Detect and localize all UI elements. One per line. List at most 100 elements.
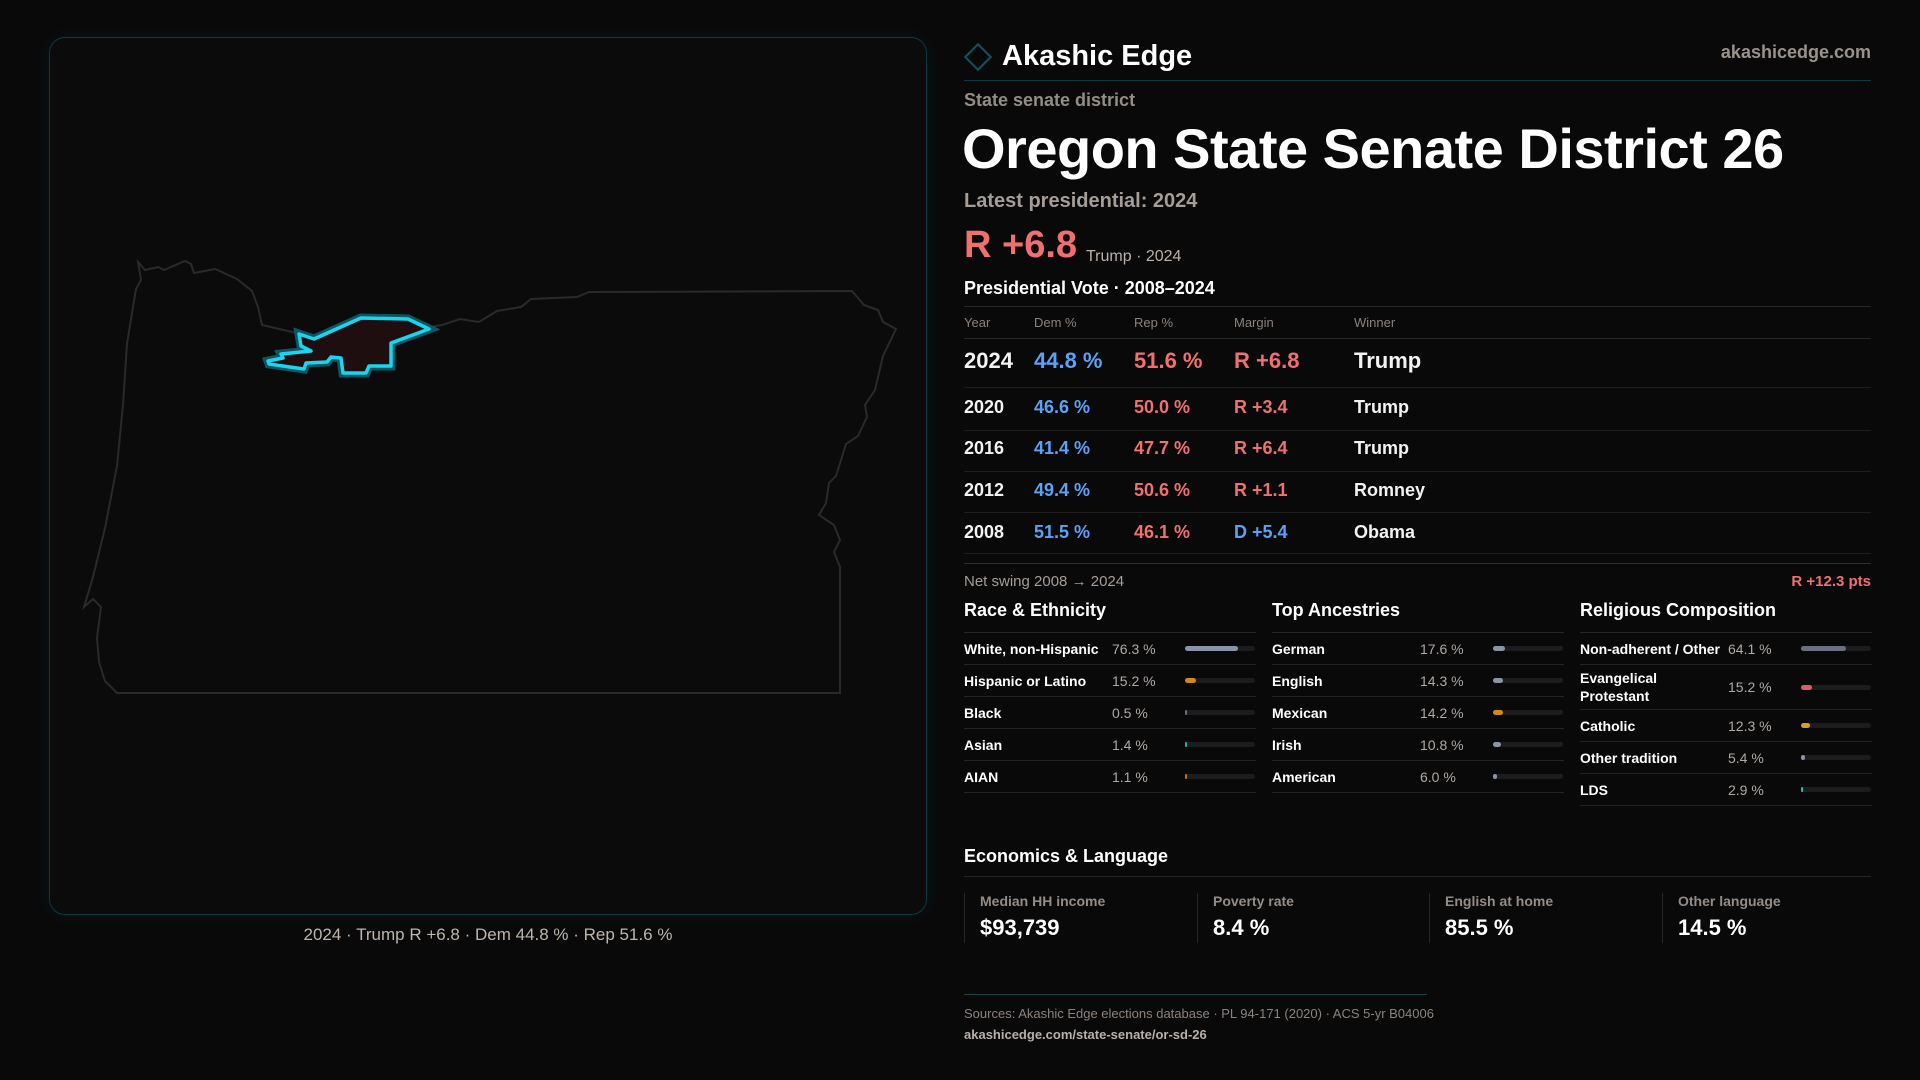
brand-logo[interactable]: Akashic Edge [963, 40, 1193, 73]
stat-bar-track [1185, 774, 1255, 779]
section-race-ethnicity: Race & Ethnicity White, non-Hispanic 76.… [964, 600, 1256, 793]
stat-row: Non-adherent / Other 64.1 % [1580, 633, 1872, 665]
divider [964, 876, 1871, 877]
stat-bar-track [1185, 710, 1255, 715]
stat-value: 12.3 % [1728, 717, 1772, 734]
latest-margin: R +6.8 [964, 224, 1078, 266]
stat-row: American 6.0 % [1272, 761, 1564, 793]
stat-bar-track [1801, 646, 1871, 651]
stat-value: 15.2 % [1112, 672, 1156, 689]
stat-value: 10.8 % [1420, 736, 1464, 753]
econ-stat-label: English at home [1445, 893, 1554, 909]
row-winner: Trump [1354, 397, 1410, 417]
net-swing-value: R +12.3 pts [1791, 573, 1871, 590]
row-dem: 49.4 % [1034, 480, 1091, 500]
page-url[interactable]: akashicedge.com/state-senate/or-sd-26 [964, 1027, 1207, 1042]
row-margin: D +5.4 [1234, 522, 1288, 542]
stat-label: Evangelical Protestant [1580, 670, 1658, 704]
stat-label: Asian [964, 736, 1003, 753]
row-margin: R +1.1 [1234, 480, 1288, 500]
stat-row: German 17.6 % [1272, 633, 1564, 665]
econ-stat: English at home 85.5 % [1429, 893, 1661, 943]
stat-row: Catholic 12.3 % [1580, 710, 1872, 742]
econ-stat: Other language 14.5 % [1662, 893, 1894, 943]
stat-value: 2.9 % [1728, 781, 1764, 798]
diamond-icon [963, 42, 993, 71]
stat-bar-track [1185, 742, 1255, 747]
stat-row: Irish 10.8 % [1272, 729, 1564, 761]
stat-label: Non-adherent / Other [1580, 640, 1721, 657]
stat-row: AIAN 1.1 % [964, 761, 1256, 793]
col-winner: Winner [1354, 315, 1396, 330]
stat-bar-track [1801, 723, 1871, 728]
brand-name: Akashic Edge [1002, 40, 1193, 72]
stat-row: Other tradition 5.4 % [1580, 742, 1872, 774]
stat-bar-fill [1801, 755, 1805, 760]
row-winner: Trump [1354, 438, 1410, 458]
row-rep: 50.0 % [1134, 397, 1191, 417]
row-margin: R +6.4 [1234, 438, 1288, 458]
row-winner: Obama [1354, 522, 1416, 542]
stat-row: Black 0.5 % [964, 697, 1256, 729]
row-winner: Trump [1354, 348, 1422, 373]
stat-bar-track [1801, 755, 1871, 760]
stat-bar-fill [1801, 787, 1804, 792]
stat-bar-track [1185, 678, 1255, 683]
section-title: Top Ancestries [1272, 600, 1564, 633]
econ-stat-label: Other language [1678, 893, 1781, 909]
stat-bar-track [1493, 678, 1563, 683]
stat-bar-track [1493, 774, 1563, 779]
stat-value: 5.4 % [1728, 749, 1764, 766]
stat-bar-fill [1185, 774, 1187, 779]
stat-value: 64.1 % [1728, 640, 1772, 657]
stat-bar-fill [1801, 646, 1846, 651]
col-year: Year [964, 315, 991, 330]
row-margin: R +3.4 [1234, 397, 1288, 417]
divider [964, 338, 1871, 339]
section-title: Race & Ethnicity [964, 600, 1256, 633]
net-swing-label: Net swing 2008 → 2024 [964, 573, 1125, 590]
stat-row: Mexican 14.2 % [1272, 697, 1564, 729]
stat-bar-fill [1801, 684, 1812, 690]
stat-bar-fill [1493, 710, 1503, 715]
map-caption: 2024 · Trump R +6.8 · Dem 44.8 % · Rep 5… [303, 925, 673, 944]
stat-label: American [1272, 768, 1336, 785]
econ-stat: Poverty rate 8.4 % [1197, 893, 1429, 943]
map-panel[interactable] [49, 37, 927, 915]
divider [964, 563, 1871, 564]
row-divider [964, 387, 1871, 388]
stat-bar-track [1801, 787, 1871, 792]
stat-label: Black [964, 704, 1002, 721]
row-rep: 51.6 % [1134, 348, 1203, 373]
stat-label: Irish [1272, 736, 1302, 753]
row-rep: 47.7 % [1134, 438, 1191, 458]
row-divider [964, 553, 1871, 554]
stat-value: 1.1 % [1112, 768, 1148, 785]
row-year: 2008 [964, 522, 1005, 542]
row-divider [964, 512, 1871, 513]
stat-bar-fill [1493, 774, 1498, 779]
stat-bar-fill [1493, 678, 1503, 683]
stat-value: 14.2 % [1420, 704, 1464, 721]
stat-value: 0.5 % [1112, 704, 1148, 721]
econ-stat-value: 14.5 % [1678, 915, 1747, 940]
economics-title: Economics & Language [964, 846, 1169, 866]
stat-row: Asian 1.4 % [964, 729, 1256, 761]
econ-stat-value: 8.4 % [1213, 915, 1270, 940]
stat-bar-fill [1493, 742, 1501, 747]
site-link[interactable]: akashicedge.com [1720, 42, 1871, 62]
row-year: 2024 [964, 348, 1013, 373]
latest-presidential: Latest presidential: 2024 [964, 190, 1198, 212]
row-dem: 41.4 % [1034, 438, 1091, 458]
district-26-shape[interactable] [266, 316, 431, 375]
stat-value: 14.3 % [1420, 672, 1464, 689]
latest-winner: Trump · 2024 [1086, 248, 1182, 265]
header-divider [964, 80, 1871, 81]
stat-value: 76.3 % [1112, 640, 1156, 657]
row-year: 2016 [964, 438, 1005, 458]
stat-row: LDS 2.9 % [1580, 774, 1872, 806]
col-rep: Rep % [1134, 315, 1174, 330]
section-religious-composition: Religious Composition Non-adherent / Oth… [1580, 600, 1872, 806]
stat-bar-fill [1185, 710, 1187, 715]
stat-label: English [1272, 672, 1323, 689]
